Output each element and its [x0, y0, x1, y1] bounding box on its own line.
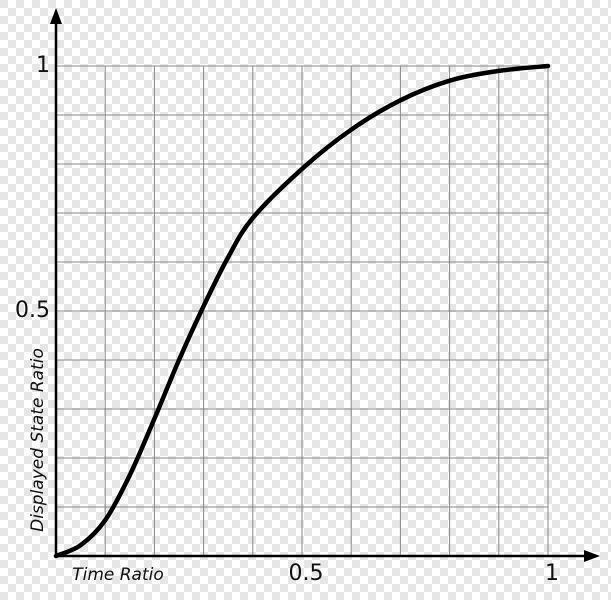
- y-axis-label: Displayed State Ratio: [28, 348, 48, 532]
- x-arrow: [584, 550, 600, 562]
- y-tick-label: 1: [36, 53, 50, 78]
- curve: [53, 63, 551, 559]
- y-arrow: [50, 8, 62, 24]
- x-tick-label: 0.5: [289, 561, 324, 586]
- x-axis-label: Time Ratio: [72, 565, 164, 585]
- y-tick-label: 0.5: [15, 298, 50, 323]
- axes: [50, 8, 600, 562]
- x-tick-label: 1: [545, 561, 559, 586]
